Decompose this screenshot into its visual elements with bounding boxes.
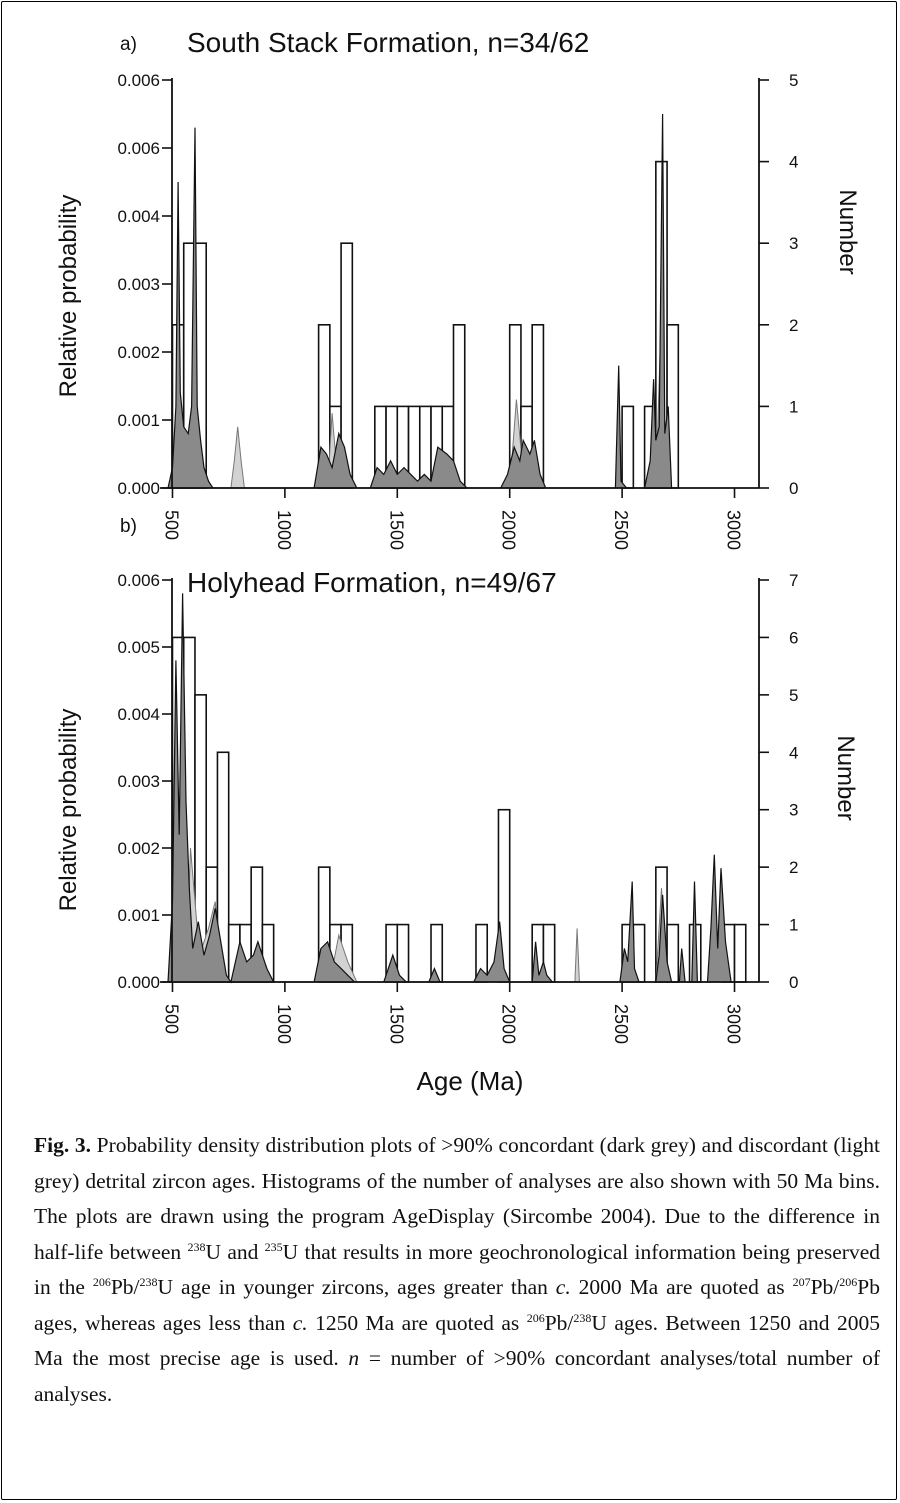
- caption-text-u1: U and: [205, 1239, 259, 1264]
- chart-title-b: Holyhead Formation, n=49/67: [187, 567, 557, 598]
- x-tick-label: 2500: [611, 1004, 631, 1044]
- caption-fig-label: Fig. 3.: [34, 1133, 91, 1157]
- caption-iso: 235: [264, 1239, 283, 1254]
- panel-a: a) South Stack Formation, n=34/62 Relati…: [55, 27, 861, 550]
- caption-iso: 238: [187, 1239, 206, 1254]
- y-tick-left-label: 0.004: [117, 207, 160, 226]
- x-tick-label: 3000: [724, 1004, 744, 1044]
- y-tick-left-label: 0.006: [117, 139, 160, 158]
- caption-iso: 206: [839, 1274, 858, 1289]
- y-tick-right-label: 0: [789, 973, 798, 992]
- caption-text-8: = number of >90% concordant analyses/tot…: [34, 1346, 880, 1406]
- caption-text-1: Probability density distribution plots o…: [34, 1133, 881, 1264]
- chart-title-a: South Stack Formation, n=34/62: [187, 27, 589, 58]
- y-tick-right-label: 2: [789, 316, 798, 335]
- caption-iso: 207: [792, 1274, 811, 1289]
- x-tick-label: 1500: [386, 510, 406, 550]
- x-tick-label: 1000: [274, 1004, 294, 1044]
- y-tick-right-label: 7: [789, 571, 798, 590]
- y-tick-right-label: 0: [789, 479, 798, 498]
- y-tick-right-label: 6: [789, 628, 798, 647]
- y-tick-right-label: 5: [789, 71, 798, 90]
- caption-pb: Pb/: [544, 1310, 574, 1335]
- x-tick-label: 500: [161, 510, 181, 540]
- y-tick-right-label: 3: [789, 234, 798, 253]
- caption-n: n: [348, 1346, 360, 1370]
- y-axis-label-right-a: Number: [834, 189, 861, 274]
- y-tick-left-label: 0.000: [117, 973, 160, 992]
- y-tick-right-label: 5: [789, 686, 798, 705]
- y-tick-right-label: 4: [789, 153, 798, 172]
- caption-pb: Pb/: [110, 1275, 140, 1299]
- caption-text-2: U that results in more geochronological …: [34, 1239, 880, 1300]
- caption-iso: 238: [573, 1310, 592, 1325]
- caption-iso: 238: [139, 1274, 158, 1289]
- panel-label-b: b): [120, 516, 137, 537]
- figure-plots: a) South Stack Formation, n=34/62 Relati…: [55, 27, 861, 1096]
- x-tick-label: 2000: [499, 510, 519, 550]
- y-axis-label-left-b: Relative probability: [55, 709, 82, 912]
- caption-circa: c.: [555, 1275, 571, 1299]
- y-tick-left-label: 0.003: [117, 275, 160, 294]
- caption-iso: 206: [526, 1310, 545, 1325]
- x-tick-label: 1500: [386, 1004, 406, 1044]
- y-tick-left-label: 0.003: [117, 772, 160, 791]
- figure-caption: Fig. 3. Probability density distribution…: [34, 1128, 880, 1412]
- histogram-bar: [621, 405, 635, 489]
- caption-circa: c.: [292, 1310, 308, 1335]
- x-tick-label: 500: [161, 1004, 181, 1034]
- y-tick-right-label: 4: [789, 743, 798, 762]
- caption-pb: Pb/: [810, 1275, 840, 1299]
- y-tick-right-label: 3: [789, 801, 798, 820]
- y-tick-right-label: 1: [789, 916, 798, 935]
- caption-text-6: 1250 Ma are quoted as: [315, 1310, 520, 1335]
- y-axis-label-right-b: Number: [832, 735, 859, 820]
- y-tick-left-label: 0.000: [117, 479, 160, 498]
- panel-b: b) Holyhead Formation, n=49/67 Relative …: [55, 516, 859, 1044]
- caption-text-7: U ages. Between 1250 and 2005 Ma the mos…: [34, 1310, 881, 1371]
- x-tick-label: 2500: [611, 510, 631, 550]
- y-tick-right-label: 1: [789, 397, 798, 416]
- y-tick-left-label: 0.002: [117, 839, 160, 858]
- x-tick-label: 3000: [724, 510, 744, 550]
- y-tick-left-label: 0.002: [117, 343, 160, 362]
- x-tick-label: 2000: [499, 1004, 519, 1044]
- caption-iso: 206: [92, 1274, 111, 1289]
- y-tick-right-label: 2: [789, 858, 798, 877]
- histogram-bar: [733, 923, 747, 983]
- histogram-bar: [452, 323, 466, 489]
- y-tick-left-label: 0.001: [117, 411, 160, 430]
- x-axis-label: Age (Ma): [417, 1066, 524, 1096]
- y-tick-left-label: 0.001: [117, 906, 160, 925]
- y-tick-left-label: 0.006: [117, 71, 160, 90]
- y-tick-left-label: 0.005: [117, 638, 160, 657]
- y-tick-left-label: 0.004: [117, 705, 160, 724]
- panel-label-a: a): [120, 34, 137, 55]
- caption-text-4: 2000 Ma are quoted as: [578, 1275, 785, 1299]
- caption-text-3: U age in younger zircons, ages greater t…: [157, 1275, 548, 1299]
- y-axis-label-left-a: Relative probability: [55, 195, 82, 398]
- y-tick-left-label: 0.006: [117, 571, 160, 590]
- x-tick-label: 1000: [274, 510, 294, 550]
- caption-text-5: Pb ages, whereas ages less than: [34, 1275, 880, 1335]
